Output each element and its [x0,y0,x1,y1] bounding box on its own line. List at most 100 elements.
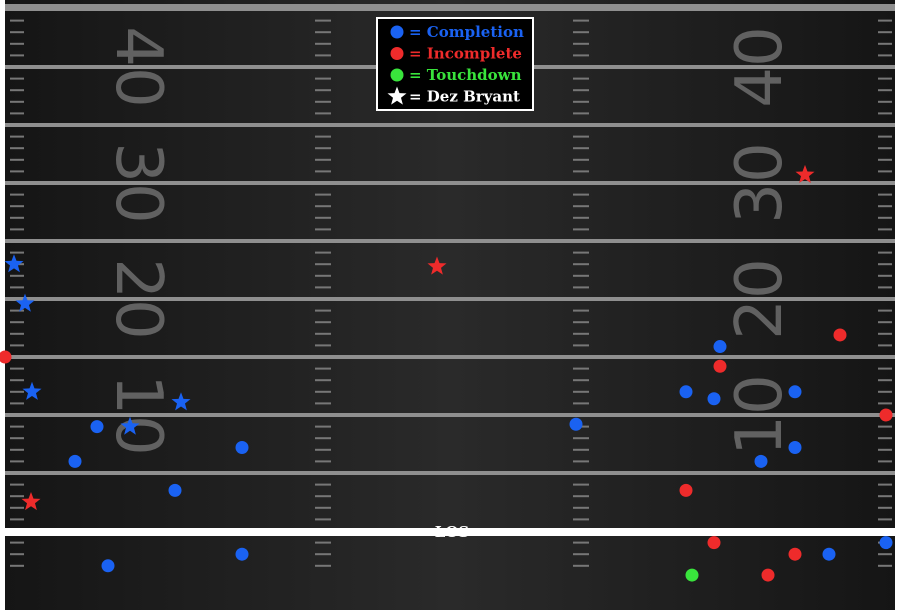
yard-line [5,4,895,8]
hash-mark [10,135,24,138]
dez-bryant-star-incomplete [427,256,447,275]
hash-mark [315,425,331,428]
dez-bryant-star-completion [120,416,140,435]
legend-label: = Completion [409,23,524,41]
hash-mark [573,158,589,161]
hash-mark [10,205,24,208]
hash-mark [10,344,24,347]
hash-mark [10,42,24,45]
hash-mark [10,402,24,405]
hash-mark [878,286,892,289]
hash-mark [878,228,892,231]
yard-line [5,123,895,127]
hash-mark [878,54,892,57]
hash-mark [315,205,331,208]
legend-entries: = Completion = Incomplete = Touchdown = Dez… [387,23,524,106]
yard-number-left: 40 [101,26,175,107]
yard-line [5,7,895,11]
yard-line [5,181,895,185]
hash-mark [315,89,331,92]
completion-point [90,420,104,434]
completion-point [754,454,768,468]
hash-mark [878,77,892,80]
hash-mark [10,460,24,463]
hash-mark [878,309,892,312]
hash-mark [573,147,589,150]
hash-mark [10,448,24,451]
hash-mark [573,448,589,451]
incomplete-point [679,483,693,497]
hash-mark [878,89,892,92]
hash-mark [573,553,589,556]
dez-bryant-star-completion [171,392,191,411]
yard-line [5,239,895,243]
hash-mark [573,495,589,498]
yard-line [5,471,895,475]
hash-mark [573,193,589,196]
yard-number-right: 30 [723,142,797,223]
dez-bryant-star-completion [22,381,42,400]
hash-mark [878,460,892,463]
hash-mark [878,19,892,22]
hash-mark [315,286,331,289]
hash-mark [878,564,892,567]
dez-bryant-star-incomplete [21,492,41,511]
hash-mark [10,228,24,231]
yard-number-left: 30 [101,142,175,223]
yard-line [5,297,895,301]
hash-mark [878,216,892,219]
incomplete-point [879,408,893,422]
hash-mark [315,321,331,324]
hash-mark [315,367,331,370]
hash-mark [315,77,331,80]
hash-mark [878,332,892,335]
hash-mark [10,147,24,150]
field-lower [5,536,895,610]
hash-mark [573,309,589,312]
hash-mark [878,135,892,138]
hash-mark [878,193,892,196]
hash-mark [10,216,24,219]
hash-mark [10,483,24,486]
legend-label: = Touchdown [409,66,522,84]
hash-mark [573,506,589,509]
data-points [0,164,893,582]
completion-point [679,385,693,399]
hash-mark [10,367,24,370]
hash-mark [878,518,892,521]
hash-mark [315,147,331,150]
completion-point [168,483,182,497]
hash-mark [315,495,331,498]
hash-mark [10,77,24,80]
hash-mark [10,437,24,440]
hash-mark [878,147,892,150]
hash-mark [315,379,331,382]
hash-mark [878,437,892,440]
hash-mark [573,228,589,231]
hash-mark [878,553,892,556]
completion-point [569,417,583,431]
hash-mark [315,135,331,138]
hash-mark [573,19,589,22]
hash-mark [10,251,24,254]
hash-mark [573,402,589,405]
hash-mark [878,367,892,370]
hash-mark [573,170,589,173]
hash-mark [10,19,24,22]
hash-mark [878,495,892,498]
completion-point [235,547,249,561]
hash-mark [315,518,331,521]
hash-mark [315,54,331,57]
yard-number-right: 40 [723,26,797,107]
hash-mark [10,506,24,509]
hash-mark [878,170,892,173]
hash-mark [10,286,24,289]
hash-mark [10,332,24,335]
dez-bryant-star-completion [4,254,24,273]
legend-dot-icon [390,25,404,39]
hash-mark [573,54,589,57]
yard-number-left: 10 [101,374,175,455]
hash-mark [10,54,24,57]
hash-mark [573,31,589,34]
legend-label: = Incomplete [409,45,522,63]
